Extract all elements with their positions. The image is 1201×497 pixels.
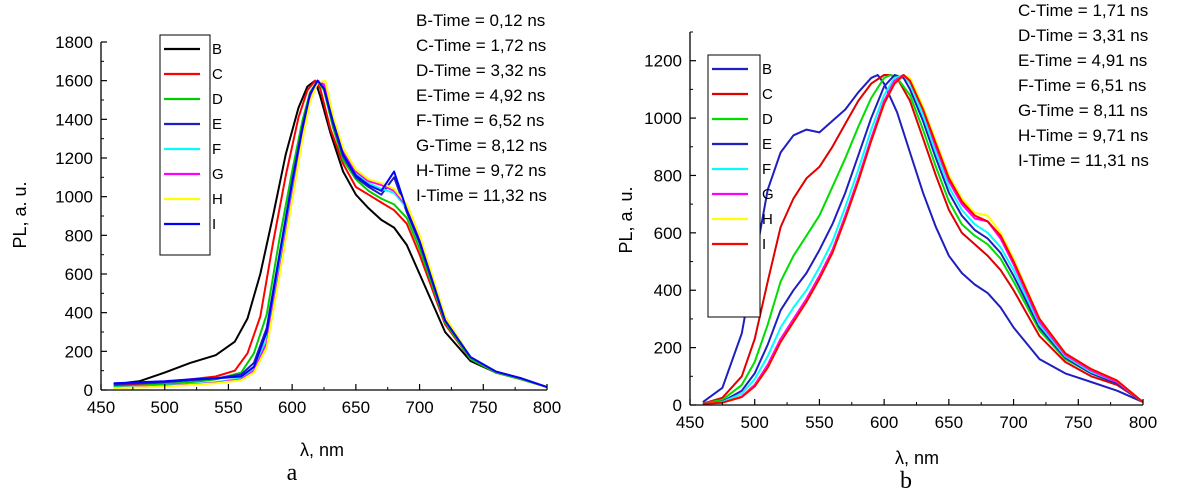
time-annotation: H-Time = 9,71 ns [1018, 126, 1148, 145]
legend-label-D: D [762, 111, 773, 128]
x-tick-label: 800 [533, 398, 561, 417]
time-annotation: I-Time = 11,32 ns [416, 186, 547, 205]
y-tick-label: 1400 [55, 110, 93, 129]
legend-label-H: H [762, 211, 773, 228]
series-group [702, 74, 1144, 405]
time-annotation: B-Time = 0,12 ns [416, 11, 545, 30]
time-annotation: E-Time = 4,91 ns [1018, 51, 1147, 70]
x-tick-label: 600 [278, 398, 306, 417]
x-tick-label: 700 [405, 398, 433, 417]
legend-label-F: F [762, 161, 771, 178]
legend-box [159, 34, 211, 256]
y-tick-label: 200 [65, 342, 93, 361]
chart-panel-b: 450 500 550 600 650 700 750 800 0 200 400 600 800 100… [616, 1, 1157, 494]
panel-label: a [287, 460, 298, 486]
legend-label-D: D [212, 91, 223, 108]
time-annotation: D-Time = 3,31 ns [1018, 26, 1148, 45]
series-line-B [702, 74, 1144, 404]
x-tick-label: 450 [87, 398, 115, 417]
y-tick-label: 200 [654, 339, 682, 358]
y-tick-label: 400 [654, 281, 682, 300]
chart-panel-a: 450 500 550 600 650 700 750 800 0 200 400 600 800 100… [10, 11, 561, 486]
y-tick-label: 1000 [55, 188, 93, 207]
y-axis-label: PL, a. u. [616, 186, 636, 253]
x-tick-label: 800 [1129, 413, 1157, 432]
y-tick-label: 1800 [55, 33, 93, 52]
y-tick-label: 0 [673, 396, 682, 415]
time-annotation: H-Time = 9,72 ns [416, 161, 546, 180]
time-annotation: I-Time = 11,31 ns [1018, 151, 1149, 170]
legend-label-E: E [212, 116, 222, 133]
y-tick-label: 1200 [644, 52, 682, 71]
y-tick-label: 800 [654, 166, 682, 185]
series-line-I [113, 79, 548, 389]
y-tick-label: 600 [654, 224, 682, 243]
x-tick-label: 500 [741, 413, 769, 432]
legend-label-E: E [762, 136, 772, 153]
x-tick-label: 650 [935, 413, 963, 432]
x-tick-label: 750 [469, 398, 497, 417]
series-line-B [113, 79, 548, 389]
y-tick-label: 800 [65, 226, 93, 245]
x-tick-label: 550 [214, 398, 242, 417]
time-annotation: G-Time = 8,12 ns [416, 136, 547, 155]
legend-label-B: B [212, 41, 222, 58]
y-tick-label: 1000 [644, 109, 682, 128]
series-line-H [113, 79, 548, 390]
series-line-I [702, 74, 1144, 405]
series-line-F [702, 74, 1144, 405]
legend-label-I: I [762, 236, 766, 253]
x-tick-label: 650 [342, 398, 370, 417]
y-tick-label: 0 [84, 381, 93, 400]
y-tick-label: 1200 [55, 149, 93, 168]
time-annotation: F-Time = 6,52 ns [416, 111, 544, 130]
panel-label: b [900, 468, 912, 494]
time-annotation: F-Time = 6,51 ns [1018, 76, 1146, 95]
series-line-G [702, 74, 1144, 405]
legend-label-H: H [212, 191, 223, 208]
x-tick-label: 750 [1064, 413, 1092, 432]
time-annotation: E-Time = 4,92 ns [416, 86, 545, 105]
legend-label-B: B [762, 61, 772, 78]
legend-label-C: C [212, 66, 223, 83]
legend-box [707, 54, 761, 318]
y-tick-label: 1600 [55, 72, 93, 91]
y-tick-label: 400 [65, 304, 93, 323]
x-tick-label: 700 [999, 413, 1027, 432]
legend-label-G: G [762, 186, 774, 203]
series-group [113, 79, 548, 390]
legend-label-C: C [762, 86, 773, 103]
x-tick-label: 550 [805, 413, 833, 432]
legend-label-G: G [212, 166, 224, 183]
x-tick-label: 600 [870, 413, 898, 432]
time-annotation: C-Time = 1,71 ns [1018, 1, 1148, 20]
x-tick-label: 450 [676, 413, 704, 432]
time-annotation: G-Time = 8,11 ns [1018, 101, 1148, 120]
y-axis-label: PL, a. u. [10, 181, 30, 248]
y-tick-label: 600 [65, 265, 93, 284]
time-annotation: C-Time = 1,72 ns [416, 36, 546, 55]
legend-label-F: F [212, 141, 221, 158]
legend-label-I: I [212, 216, 216, 233]
x-tick-label: 500 [151, 398, 179, 417]
x-axis-label: λ, nm [300, 440, 344, 460]
series-line-C [113, 79, 548, 389]
x-axis-label: λ, nm [895, 448, 939, 468]
time-annotation: D-Time = 3,32 ns [416, 61, 546, 80]
